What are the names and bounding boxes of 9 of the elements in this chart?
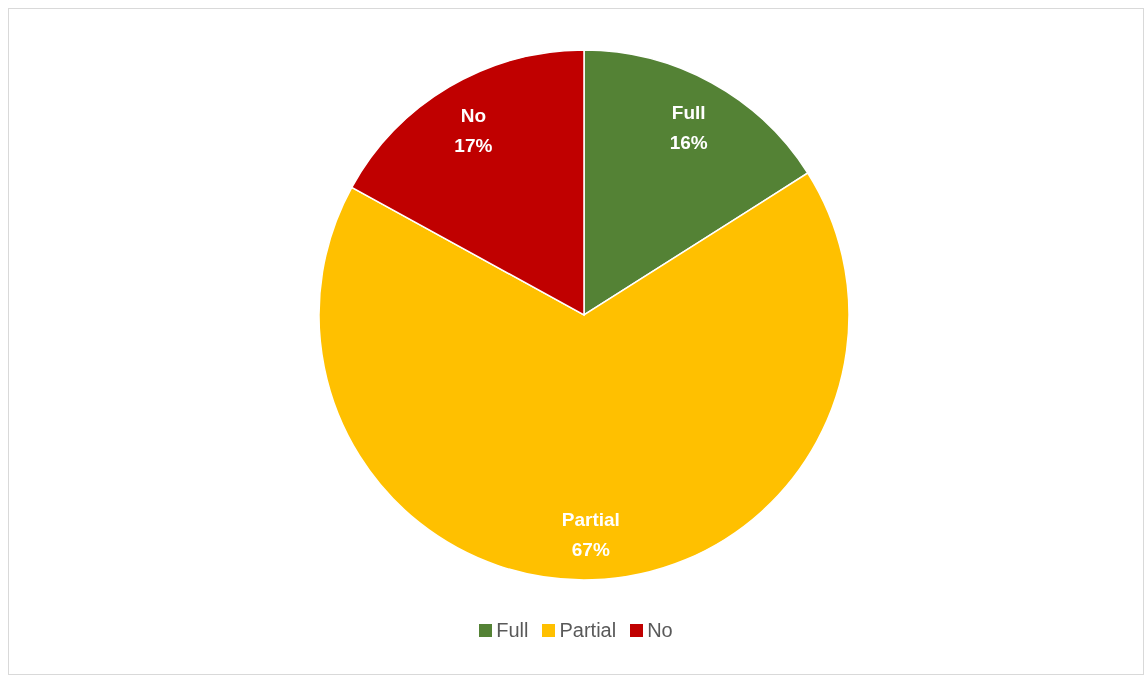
- data-label: 16%: [669, 131, 708, 153]
- data-label: 17%: [454, 134, 493, 156]
- legend-label: Full: [496, 619, 529, 642]
- slice-label: Full: [671, 101, 706, 123]
- legend-label: No: [647, 619, 673, 642]
- legend-label: Partial: [559, 619, 617, 642]
- data-label: 67%: [571, 539, 610, 561]
- slice-label: Partial: [561, 509, 620, 531]
- slice-label: No: [460, 104, 487, 126]
